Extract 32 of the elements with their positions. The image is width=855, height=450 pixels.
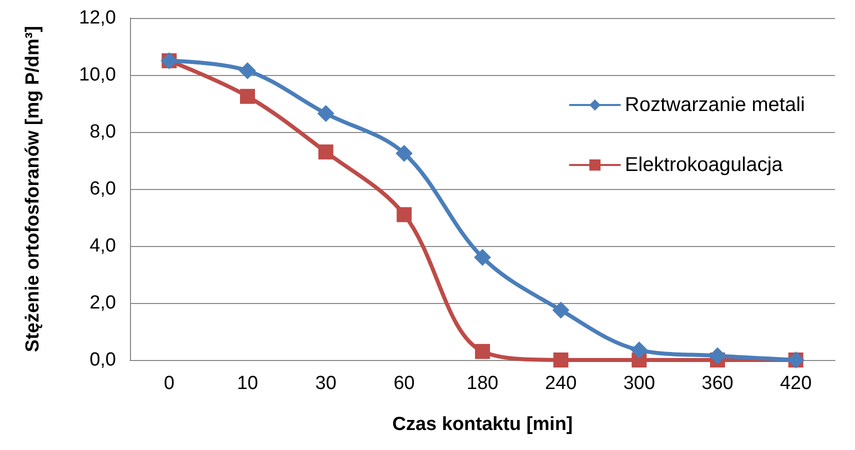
legend-label: Roztwarzanie metali: [624, 94, 806, 116]
x-tick-label: 30: [315, 373, 336, 394]
y-tick-label: 2,0: [90, 292, 116, 314]
x-tick-label: 240: [544, 373, 577, 394]
y-tick-label: 12,0: [79, 8, 116, 28]
x-tick-label: 360: [702, 373, 734, 394]
x-tick-label: 0: [164, 373, 174, 394]
x-axis-title: Czas kontaktu [min]: [392, 414, 573, 435]
y-tick-label: 8,0: [90, 122, 116, 142]
x-tick-label: 300: [623, 373, 656, 394]
point: [630, 342, 648, 359]
y-tick-label: 4,0: [90, 236, 116, 256]
point: [396, 144, 413, 162]
point: [709, 347, 726, 364]
y-tick-label: 10,0: [79, 64, 116, 86]
point: [318, 144, 334, 160]
point: [317, 104, 334, 122]
x-tick-label: 60: [394, 373, 415, 394]
x-tick-label: 10: [236, 373, 258, 394]
point: [240, 88, 255, 104]
y-tick-label: 6,0: [90, 178, 116, 200]
point: [475, 344, 490, 359]
point: [239, 62, 256, 80]
x-tick-label: 420: [780, 373, 812, 394]
y-axis-title: Stężenie ortofosforanów [mg P/dm³]: [22, 26, 44, 352]
y-tick-label: 0,0: [90, 350, 116, 370]
point: [553, 352, 568, 368]
point: [396, 207, 412, 222]
x-tick-label: 180: [466, 373, 498, 394]
point: [474, 248, 491, 266]
legend-label: Elektrokoagulacja: [624, 154, 784, 176]
point: [552, 302, 570, 319]
